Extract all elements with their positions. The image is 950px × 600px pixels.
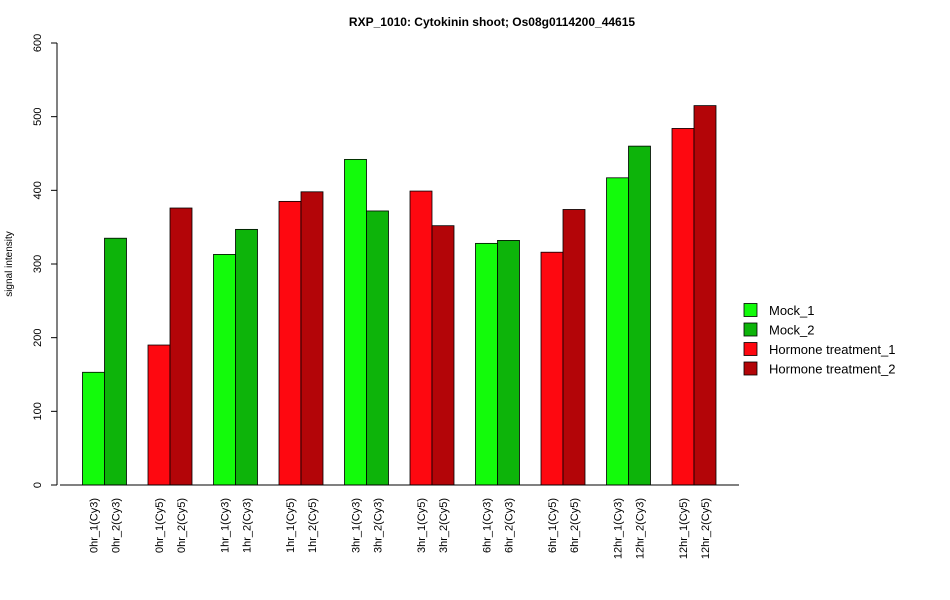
chart-title: RXP_1010: Cytokinin shoot; Os08g0114200_… — [349, 15, 635, 29]
x-tick-label: 3hr_1(Cy3) — [351, 498, 363, 553]
x-tick-label: 0hr_2(Cy3) — [111, 498, 123, 553]
bar — [278, 200, 302, 486]
x-tick-label: 1hr_2(Cy3) — [242, 498, 254, 553]
legend-swatch — [743, 342, 758, 356]
legend-swatch — [743, 361, 758, 376]
bar — [562, 209, 586, 486]
y-tick-label: 400 — [32, 181, 44, 199]
y-axis: 0 100 200 300 400 500 600 — [32, 34, 58, 488]
x-tick-label: 0hr_1(Cy5) — [154, 498, 166, 553]
y-tick-label: 500 — [32, 107, 44, 125]
legend-label: Mock_2 — [769, 323, 815, 338]
bar — [366, 210, 389, 486]
x-tick-label: 12hr_2(Cy5) — [700, 498, 712, 559]
y-tick-label: 0 — [32, 482, 44, 488]
bar — [213, 254, 236, 486]
bar — [300, 191, 324, 486]
legend-label: Mock_1 — [769, 303, 815, 318]
x-tick-label: 6hr_1(Cy3) — [482, 498, 494, 553]
bar — [82, 371, 105, 486]
x-tick-label: 3hr_1(Cy5) — [416, 498, 428, 553]
bar — [409, 190, 433, 486]
bar — [344, 158, 367, 486]
x-tick-label: 6hr_1(Cy5) — [547, 498, 559, 553]
bar — [475, 242, 498, 486]
y-tick-label: 100 — [32, 402, 44, 420]
x-tick-label: 6hr_2(Cy5) — [569, 498, 581, 553]
bar — [606, 177, 629, 486]
bar — [431, 225, 455, 486]
bar — [497, 240, 520, 486]
x-tick-label: 0hr_1(Cy3) — [89, 498, 101, 553]
x-tick-label: 12hr_2(Cy3) — [635, 498, 647, 559]
legend: Mock_1 Mock_2 Hormone treatment_1 Hormone t… — [743, 303, 895, 377]
legend-swatch — [743, 303, 758, 317]
x-tick-label: 3hr_2(Cy5) — [438, 498, 450, 553]
bar — [540, 251, 564, 486]
bar — [169, 207, 193, 486]
x-tick-label: 0hr_2(Cy5) — [176, 498, 188, 553]
y-tick-label: 600 — [32, 34, 44, 52]
x-tick-label: 12hr_1(Cy5) — [678, 498, 690, 559]
x-tick-label: 1hr_2(Cy5) — [307, 498, 319, 553]
bar — [147, 344, 171, 486]
bar — [693, 105, 717, 486]
x-tick-labels: 0hr_1(Cy3) 0hr_2(Cy3) 0hr_1(Cy5) 0hr_2(Cy5)… — [89, 498, 713, 559]
x-tick-label: 1hr_1(Cy3) — [220, 498, 232, 553]
x-tick-label: 12hr_1(Cy3) — [613, 498, 625, 559]
x-tick-label: 1hr_1(Cy5) — [285, 498, 297, 553]
bar — [671, 128, 695, 486]
bar — [628, 145, 651, 486]
bars — [82, 105, 717, 486]
bar — [235, 228, 258, 486]
legend-label: Hormone treatment_2 — [769, 362, 895, 377]
x-tick-label: 6hr_2(Cy3) — [504, 498, 516, 553]
x-tick-label: 3hr_2(Cy3) — [373, 498, 385, 553]
legend-swatch — [743, 322, 758, 337]
y-tick-label: 300 — [32, 255, 44, 273]
legend-label: Hormone treatment_1 — [769, 342, 895, 357]
y-axis-label: signal intensity — [4, 231, 15, 297]
y-tick-label: 200 — [32, 328, 44, 346]
bar — [104, 237, 127, 486]
